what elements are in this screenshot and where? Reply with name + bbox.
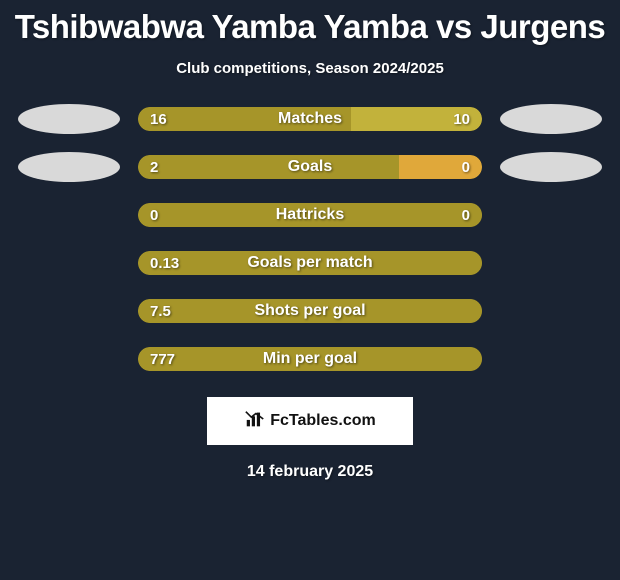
bar-fill-left xyxy=(138,107,351,131)
player-right-marker xyxy=(500,104,602,134)
stat-value-right: 0 xyxy=(462,155,470,179)
page-title: Tshibwabwa Yamba Yamba vs Jurgens xyxy=(0,8,620,46)
stats-list: 1610Matches20Goals00Hattricks0.13Goals p… xyxy=(0,107,620,371)
bar-fill-left xyxy=(138,347,482,371)
stat-value-right: 10 xyxy=(453,107,470,131)
stat-row: 1610Matches xyxy=(0,107,620,131)
bar-fill-left xyxy=(138,203,482,227)
date-label: 14 february 2025 xyxy=(0,463,620,481)
player-left-marker xyxy=(18,104,120,134)
bar-fill-left xyxy=(138,251,482,275)
stat-value-right: 0 xyxy=(462,203,470,227)
bar-fill-left xyxy=(138,155,399,179)
stat-bar: 0.13Goals per match xyxy=(138,251,482,275)
chart-bars-icon xyxy=(244,408,266,435)
stat-value-left: 7.5 xyxy=(150,299,171,323)
player-left-marker xyxy=(18,152,120,182)
stat-value-left: 0.13 xyxy=(150,251,179,275)
stat-row: 20Goals xyxy=(0,155,620,179)
brand-text: FcTables.com xyxy=(270,412,376,430)
stat-row: 00Hattricks xyxy=(0,203,620,227)
bar-fill-left xyxy=(138,299,482,323)
stat-bar: 777Min per goal xyxy=(138,347,482,371)
stat-row: 777Min per goal xyxy=(0,347,620,371)
comparison-card: Tshibwabwa Yamba Yamba vs Jurgens Club c… xyxy=(0,0,620,580)
stat-row: 0.13Goals per match xyxy=(0,251,620,275)
stat-bar: 7.5Shots per goal xyxy=(138,299,482,323)
stat-value-left: 16 xyxy=(150,107,167,131)
stat-bar: 00Hattricks xyxy=(138,203,482,227)
player-right-marker xyxy=(500,152,602,182)
stat-bar: 20Goals xyxy=(138,155,482,179)
brand-badge: FcTables.com xyxy=(207,397,413,445)
stat-value-left: 0 xyxy=(150,203,158,227)
stat-row: 7.5Shots per goal xyxy=(0,299,620,323)
stat-bar: 1610Matches xyxy=(138,107,482,131)
stat-value-left: 777 xyxy=(150,347,175,371)
subtitle: Club competitions, Season 2024/2025 xyxy=(0,60,620,77)
stat-value-left: 2 xyxy=(150,155,158,179)
